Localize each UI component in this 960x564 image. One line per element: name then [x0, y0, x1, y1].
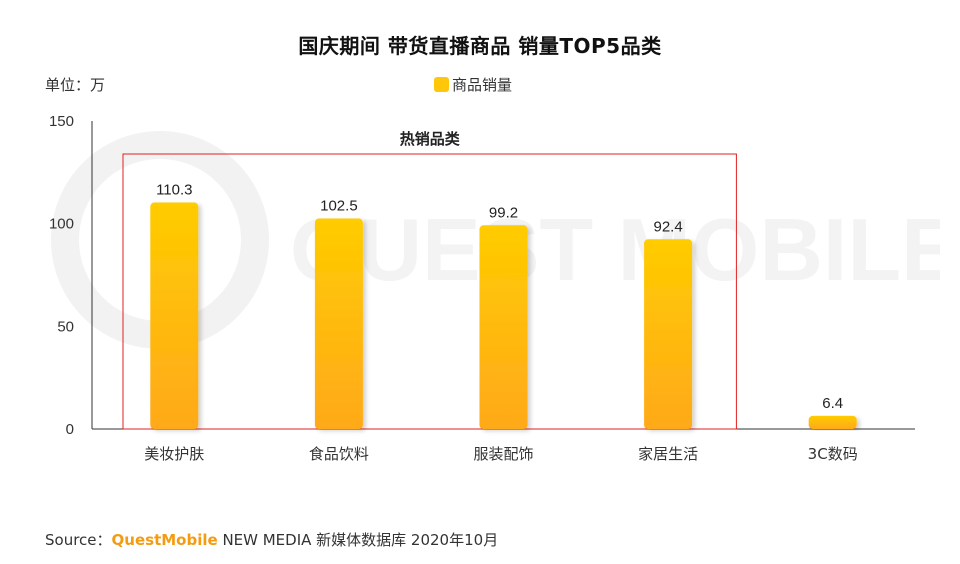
- bar-value-label: 99.2: [489, 204, 518, 221]
- legend: 商品销量: [434, 74, 512, 95]
- bar: [808, 415, 857, 429]
- highlight-box: [122, 153, 737, 430]
- x-tick-label: 家居生活: [638, 445, 698, 463]
- y-tick-label: 100: [49, 216, 74, 233]
- footer-brand: QuestMobile: [111, 531, 218, 549]
- bar: [150, 202, 199, 429]
- highlight-label: 热销品类: [400, 130, 461, 148]
- x-tick-label: 食品饮料: [309, 445, 369, 463]
- footer-suffix: NEW MEDIA 新媒体数据库 2020年10月: [217, 531, 499, 549]
- x-tick-label: 服装配饰: [473, 445, 533, 463]
- y-tick-label: 0: [66, 421, 74, 438]
- bar-value-label: 92.4: [653, 218, 682, 235]
- bar-value-label: 110.3: [156, 182, 192, 199]
- chart-title: 国庆期间 带货直播商品 销量TOP5品类: [298, 34, 662, 58]
- bar: [479, 225, 528, 429]
- legend-label: 商品销量: [452, 76, 513, 94]
- x-tick-label: 美妆护肤: [144, 445, 204, 463]
- unit-label: 单位：万: [45, 76, 106, 94]
- source-footer: Source：QuestMobile NEW MEDIA 新媒体数据库 2020…: [45, 529, 498, 550]
- bar: [314, 218, 363, 429]
- x-tick-label: 3C数码: [808, 445, 858, 463]
- legend-swatch: [434, 77, 449, 92]
- y-tick-label: 50: [57, 318, 74, 335]
- bar: [644, 239, 693, 429]
- footer-prefix: Source：: [45, 531, 112, 549]
- bar-value-label: 6.4: [822, 395, 843, 412]
- y-tick-label: 150: [49, 113, 74, 130]
- bar-value-label: 102.5: [320, 198, 358, 215]
